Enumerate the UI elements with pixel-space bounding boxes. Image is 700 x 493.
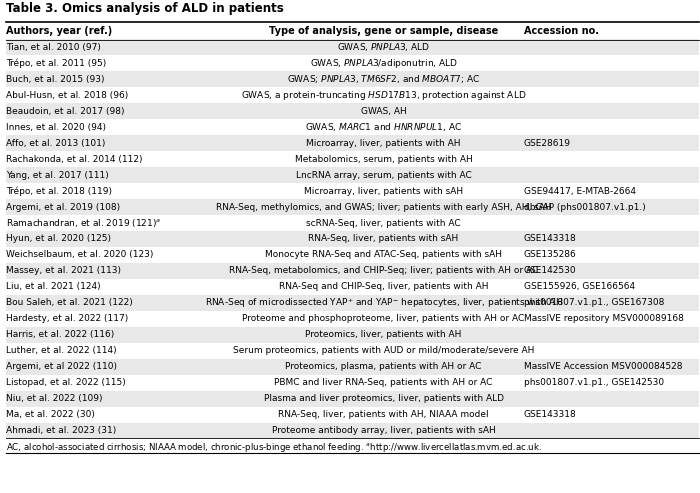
- Text: GSE143318: GSE143318: [524, 410, 576, 419]
- Text: Buch, et al. 2015 (93): Buch, et al. 2015 (93): [6, 75, 104, 84]
- Text: Proteomics, liver, patients with AH: Proteomics, liver, patients with AH: [305, 330, 462, 339]
- Bar: [6, 407, 699, 423]
- Text: Harris, et al. 2022 (116): Harris, et al. 2022 (116): [6, 330, 114, 339]
- Text: Bou Saleh, et al. 2021 (122): Bou Saleh, et al. 2021 (122): [6, 298, 132, 307]
- Text: Table 3. Omics analysis of ALD in patients: Table 3. Omics analysis of ALD in patien…: [6, 2, 284, 15]
- Bar: [6, 39, 699, 55]
- Bar: [6, 359, 699, 375]
- Bar: [6, 135, 699, 151]
- Text: phs001807.v1.p1., GSE167308: phs001807.v1.p1., GSE167308: [524, 298, 664, 307]
- Text: Liu, et al. 2021 (124): Liu, et al. 2021 (124): [6, 282, 100, 291]
- Text: Monocyte RNA-Seq and ATAC-Seq, patients with sAH: Monocyte RNA-Seq and ATAC-Seq, patients …: [265, 250, 502, 259]
- Text: RNA-Seq, liver, patients with sAH: RNA-Seq, liver, patients with sAH: [309, 235, 458, 244]
- Text: Ahmadi, et al. 2023 (31): Ahmadi, et al. 2023 (31): [6, 426, 116, 435]
- Bar: [6, 295, 699, 311]
- Bar: [6, 215, 699, 231]
- Text: Microarray, liver, patients with sAH: Microarray, liver, patients with sAH: [304, 187, 463, 196]
- Text: GWAS, $\it{PNPLA3}$/adiponutrin, ALD: GWAS, $\it{PNPLA3}$/adiponutrin, ALD: [309, 57, 458, 70]
- Bar: [6, 390, 699, 407]
- Bar: [6, 343, 699, 359]
- Text: Type of analysis, gene or sample, disease: Type of analysis, gene or sample, diseas…: [269, 27, 498, 36]
- Bar: [6, 247, 699, 263]
- Text: PBMC and liver RNA-Seq, patients with AH or AC: PBMC and liver RNA-Seq, patients with AH…: [274, 378, 493, 387]
- Text: GWAS; $\it{PNPLA3}$, $\it{TM6SF2}$, and $\it{MBOAT7}$; AC: GWAS; $\it{PNPLA3}$, $\it{TM6SF2}$, and …: [287, 73, 480, 85]
- Text: GSE143318: GSE143318: [524, 235, 576, 244]
- Text: MassIVE repository MSV000089168: MassIVE repository MSV000089168: [524, 314, 683, 323]
- Text: AC, alcohol-associated cirrhosis; NIAAA model, chronic-plus-binge ethanol feedin: AC, alcohol-associated cirrhosis; NIAAA …: [6, 441, 542, 454]
- Bar: [6, 71, 699, 87]
- Text: LncRNA array, serum, patients with AC: LncRNA array, serum, patients with AC: [295, 171, 472, 179]
- Text: Rachakonda, et al. 2014 (112): Rachakonda, et al. 2014 (112): [6, 155, 142, 164]
- Text: Proteome and phosphoproteome, liver, patients with AH or AC: Proteome and phosphoproteome, liver, pat…: [242, 314, 525, 323]
- Bar: [6, 279, 699, 295]
- Text: Ramachandran, et al. 2019 (121)$^{a}$: Ramachandran, et al. 2019 (121)$^{a}$: [6, 217, 161, 229]
- Bar: [6, 327, 699, 343]
- Text: Listopad, et al. 2022 (115): Listopad, et al. 2022 (115): [6, 378, 125, 387]
- Text: Trépo, et al. 2018 (119): Trépo, et al. 2018 (119): [6, 186, 111, 196]
- Text: Argemi, et al 2022 (110): Argemi, et al 2022 (110): [6, 362, 117, 371]
- Text: Abul-Husn, et al. 2018 (96): Abul-Husn, et al. 2018 (96): [6, 91, 128, 100]
- Text: Hardesty, et al. 2022 (117): Hardesty, et al. 2022 (117): [6, 314, 128, 323]
- Text: Massey, et al. 2021 (113): Massey, et al. 2021 (113): [6, 266, 120, 276]
- Text: Argemi, et al. 2019 (108): Argemi, et al. 2019 (108): [6, 203, 120, 211]
- Text: Beaudoin, et al. 2017 (98): Beaudoin, et al. 2017 (98): [6, 107, 124, 116]
- Text: dbGAP (phs001807.v1.p1.): dbGAP (phs001807.v1.p1.): [524, 203, 645, 211]
- Text: Weichselbaum, et al. 2020 (123): Weichselbaum, et al. 2020 (123): [6, 250, 153, 259]
- Bar: [6, 55, 699, 71]
- Text: Ma, et al. 2022 (30): Ma, et al. 2022 (30): [6, 410, 94, 419]
- Text: phs001807.v1.p1., GSE142530: phs001807.v1.p1., GSE142530: [524, 378, 664, 387]
- Text: Luther, et al. 2022 (114): Luther, et al. 2022 (114): [6, 346, 116, 355]
- Text: Tian, et al. 2010 (97): Tian, et al. 2010 (97): [6, 43, 101, 52]
- Text: GWAS, a protein-truncating $\it{HSD17B13}$, protection against ALD: GWAS, a protein-truncating $\it{HSD17B13…: [241, 89, 526, 102]
- Text: scRNA-Seq, liver, patients with AC: scRNA-Seq, liver, patients with AC: [307, 218, 461, 228]
- Bar: [6, 119, 699, 135]
- Text: Microarray, liver, patients with AH: Microarray, liver, patients with AH: [307, 139, 461, 148]
- Text: Hyun, et al. 2020 (125): Hyun, et al. 2020 (125): [6, 235, 111, 244]
- Text: RNA-Seq, metabolomics, and CHIP-Seq; liver; patients with AH or AC: RNA-Seq, metabolomics, and CHIP-Seq; liv…: [229, 266, 538, 276]
- Text: Metabolomics, serum, patients with AH: Metabolomics, serum, patients with AH: [295, 155, 472, 164]
- Text: Proteome antibody array, liver, patients with sAH: Proteome antibody array, liver, patients…: [272, 426, 496, 435]
- Bar: [6, 87, 699, 104]
- Bar: [6, 375, 699, 390]
- Text: GWAS, $\it{PNPLA3}$, ALD: GWAS, $\it{PNPLA3}$, ALD: [337, 41, 430, 53]
- Bar: [6, 199, 699, 215]
- Text: GWAS, AH: GWAS, AH: [360, 107, 407, 116]
- Text: Plasma and liver proteomics, liver, patients with ALD: Plasma and liver proteomics, liver, pati…: [264, 394, 503, 403]
- Text: GSE135286: GSE135286: [524, 250, 576, 259]
- Text: Accession no.: Accession no.: [524, 27, 598, 36]
- Bar: [6, 311, 699, 327]
- Text: RNA-Seq and CHIP-Seq, liver, patients with AH: RNA-Seq and CHIP-Seq, liver, patients wi…: [279, 282, 489, 291]
- Text: Affo, et al. 2013 (101): Affo, et al. 2013 (101): [6, 139, 105, 148]
- Text: RNA-Seq, methylomics, and GWAS; liver; patients with early ASH, AH, sAH: RNA-Seq, methylomics, and GWAS; liver; p…: [216, 203, 552, 211]
- Bar: [6, 24, 699, 39]
- Text: Authors, year (ref.): Authors, year (ref.): [6, 27, 112, 36]
- Text: Serum proteomics, patients with AUD or mild/moderate/severe AH: Serum proteomics, patients with AUD or m…: [233, 346, 534, 355]
- Text: GSE28619: GSE28619: [524, 139, 570, 148]
- Text: MassIVE Accession MSV000084528: MassIVE Accession MSV000084528: [524, 362, 682, 371]
- Text: GSE94417, E-MTAB-2664: GSE94417, E-MTAB-2664: [524, 187, 636, 196]
- Bar: [6, 263, 699, 279]
- Bar: [6, 167, 699, 183]
- Text: Innes, et al. 2020 (94): Innes, et al. 2020 (94): [6, 123, 106, 132]
- Text: Proteomics, plasma, patients with AH or AC: Proteomics, plasma, patients with AH or …: [286, 362, 482, 371]
- Bar: [6, 423, 699, 438]
- Text: GWAS, $\it{MARC1}$ and $\it{HNRNPUL1}$, AC: GWAS, $\it{MARC1}$ and $\it{HNRNPUL1}$, …: [305, 121, 462, 133]
- Text: Niu, et al. 2022 (109): Niu, et al. 2022 (109): [6, 394, 102, 403]
- Text: GSE142530: GSE142530: [524, 266, 576, 276]
- Text: RNA-Seq of microdissected YAP$^{+}$ and YAP$^{-}$ hepatocytes, liver, patients w: RNA-Seq of microdissected YAP$^{+}$ and …: [204, 296, 563, 310]
- Bar: [6, 151, 699, 167]
- Bar: [6, 183, 699, 199]
- Text: GSE155926, GSE166564: GSE155926, GSE166564: [524, 282, 635, 291]
- Text: RNA-Seq, liver, patients with AH, NIAAA model: RNA-Seq, liver, patients with AH, NIAAA …: [279, 410, 489, 419]
- Text: Trépo, et al. 2011 (95): Trépo, et al. 2011 (95): [6, 59, 106, 68]
- Bar: [6, 231, 699, 247]
- Text: Yang, et al. 2017 (111): Yang, et al. 2017 (111): [6, 171, 108, 179]
- Bar: [6, 104, 699, 119]
